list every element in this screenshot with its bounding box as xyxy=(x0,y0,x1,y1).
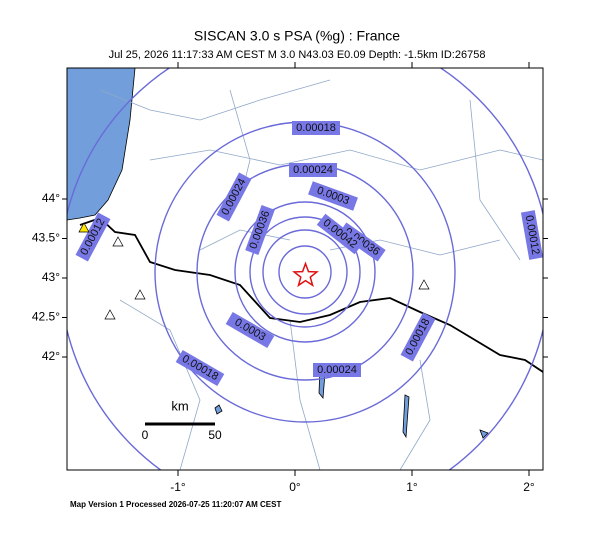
label-text: 0.00024 xyxy=(293,164,333,176)
label-box xyxy=(520,210,543,260)
contour xyxy=(249,216,361,328)
subtitle: Jul 25, 2026 11:17:33 AM CEST M 3.0 N43.… xyxy=(109,49,486,61)
lat-label: 42° xyxy=(42,349,60,363)
lakes xyxy=(214,367,489,439)
label-text: 0.00024 xyxy=(317,364,357,376)
lon-label: 2° xyxy=(523,480,535,494)
lon-label: 1° xyxy=(406,480,418,494)
contour xyxy=(234,201,376,343)
contour xyxy=(262,229,348,315)
contour-label: 0.00012 xyxy=(520,210,543,260)
label-box xyxy=(316,213,364,255)
sea xyxy=(67,68,136,221)
label-box xyxy=(245,205,275,255)
label-box xyxy=(225,311,275,349)
border xyxy=(79,216,543,373)
label-box xyxy=(75,212,111,262)
station xyxy=(78,222,90,233)
epicenter xyxy=(292,261,319,288)
label-box xyxy=(400,312,436,362)
label-box xyxy=(175,349,225,387)
map-frame xyxy=(66,67,544,471)
label-box xyxy=(338,222,386,262)
label-box xyxy=(216,172,252,222)
lat-label: 42.5° xyxy=(32,310,60,324)
label-box xyxy=(313,363,361,377)
lon-label: -1° xyxy=(170,480,186,494)
lat-label: 44° xyxy=(42,191,60,205)
scale-unit: km xyxy=(171,398,188,413)
lon-label: 0° xyxy=(289,480,301,494)
scale-end: 50 xyxy=(208,428,222,442)
scale-start: 0 xyxy=(142,428,149,442)
label-box xyxy=(308,181,358,211)
contour-label: 0.00024 xyxy=(313,363,361,377)
label-text: 0.00018 xyxy=(296,122,336,134)
contour xyxy=(278,245,332,299)
title: SISCAN 3.0 s PSA (%g) : France xyxy=(194,28,400,44)
contour-label: 0.00024 xyxy=(289,163,337,177)
lat-label: 43° xyxy=(42,270,60,284)
lat-label: 43.5° xyxy=(32,231,60,245)
footer: Map Version 1 Processed 2026-07-25 11:20… xyxy=(70,500,281,509)
label-box xyxy=(289,163,337,177)
stations xyxy=(104,236,430,320)
contour-label: 0.00018 xyxy=(292,121,340,135)
label-box xyxy=(292,121,340,135)
